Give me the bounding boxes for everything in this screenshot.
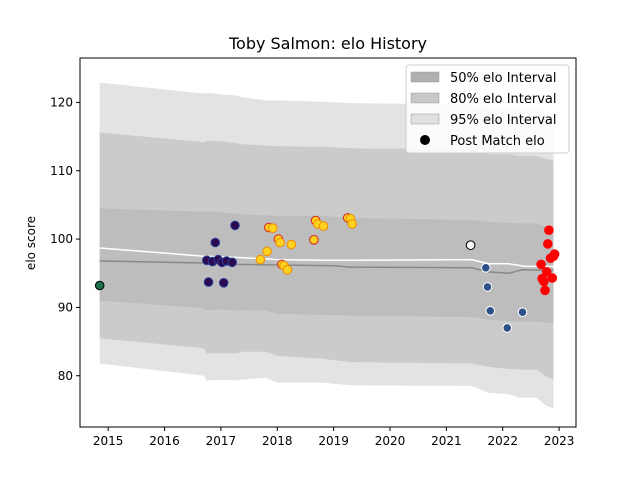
- y-tick-label-2: 90: [58, 300, 73, 314]
- post-match-point-29: [465, 240, 476, 250]
- post-match-point-25: [318, 221, 329, 231]
- post-match-point-22: [309, 235, 319, 245]
- post-match-point-12: [255, 254, 266, 265]
- post-match-point-32: [485, 306, 496, 316]
- post-match-point-35: [536, 259, 546, 270]
- y-axis: 80 90 100 110 120: [50, 95, 80, 383]
- post-match-point-40: [543, 239, 553, 249]
- post-match-point-5: [210, 237, 221, 248]
- x-tick-label-6: 2020: [375, 434, 406, 448]
- post-match-point-10: [227, 257, 237, 268]
- x-axis: 2015 2016 2017 2018 2019 2020 2021 2022 2023: [93, 427, 574, 448]
- y-tick-label-3: 100: [50, 232, 73, 246]
- legend-label-1: 50% elo Interval: [450, 71, 557, 86]
- legend-swatch-3: [410, 113, 440, 125]
- legend-box: [405, 64, 570, 154]
- post-match-point-20: [282, 265, 293, 275]
- x-tick-label-9: 2023: [544, 434, 575, 448]
- y-axis-label: elo score: [24, 216, 38, 270]
- x-tick-label-1: 2015: [93, 434, 124, 448]
- chart-title: Toby Salmon: elo History: [228, 34, 427, 53]
- post-match-point-38: [540, 285, 550, 296]
- post-match-point-17: [275, 237, 285, 248]
- y-tick-label-5: 120: [50, 95, 73, 109]
- post-match-point-11: [230, 220, 240, 231]
- legend-swatch-2: [410, 92, 440, 104]
- axes-frame: [79, 57, 577, 428]
- legend-label-2: 80% elo Interval: [450, 92, 557, 107]
- legend-label-4: Post Match elo: [450, 134, 545, 149]
- legend-marker-4: [420, 135, 430, 145]
- plot-area: [79, 57, 577, 428]
- post-match-point-39: [541, 267, 552, 277]
- post-match-point-3: [203, 277, 214, 287]
- post-match-point-15: [268, 223, 278, 233]
- post-match-point-31: [482, 282, 493, 292]
- post-match-point-28: [347, 219, 358, 229]
- post-match-point-41: [544, 225, 554, 235]
- x-tick-label-4: 2018: [262, 434, 293, 448]
- x-tick-label-5: 2019: [318, 434, 349, 448]
- legend-label-3: 95% elo Interval: [450, 113, 557, 128]
- post-match-point-37: [539, 276, 549, 287]
- legend-swatch-1: [410, 71, 440, 83]
- post-match-point-21: [286, 239, 297, 250]
- post-match-point-33: [502, 323, 513, 333]
- x-tick-label-2: 2016: [149, 434, 180, 448]
- post-match-point-13: [262, 246, 272, 257]
- post-match-point-1: [94, 280, 105, 291]
- y-tick-label-4: 110: [50, 164, 73, 178]
- post-match-point-30: [481, 263, 491, 273]
- post-match-point-45: [549, 249, 560, 259]
- y-tick-label-1: 80: [58, 369, 73, 383]
- post-match-point-34: [517, 307, 528, 318]
- legend: 50% elo Interval 80% elo Interval 95% elo …: [405, 64, 570, 154]
- plot-content: [94, 82, 560, 409]
- x-tick-label-8: 2022: [487, 434, 518, 448]
- post-match-point-8: [218, 278, 229, 288]
- x-tick-label-3: 2017: [206, 434, 237, 448]
- x-tick-label-7: 2021: [431, 434, 462, 448]
- post-match-point-43: [547, 273, 558, 283]
